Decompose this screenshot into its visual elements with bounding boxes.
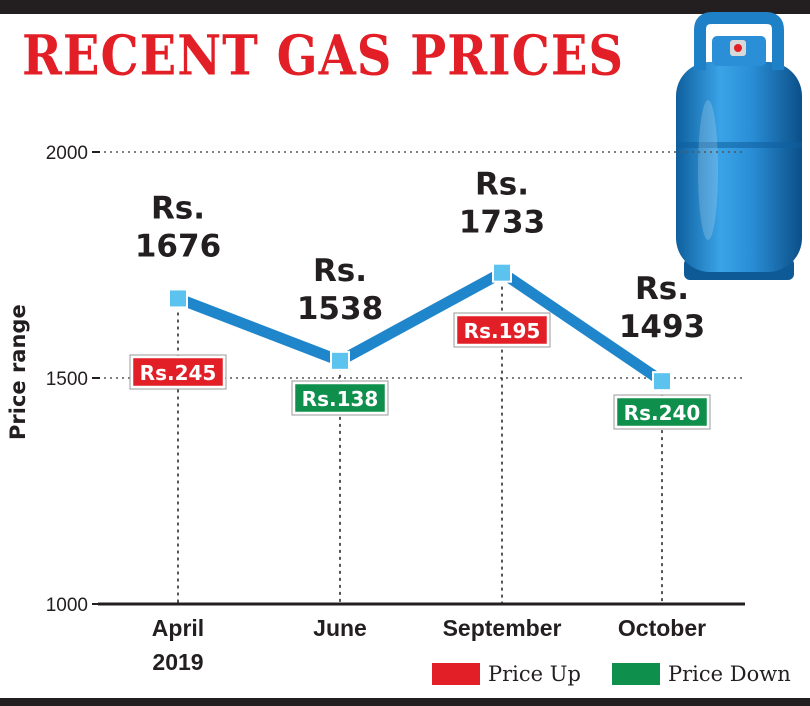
legend-price-down: Price Down	[612, 658, 791, 690]
price-label-2-0: Rs.	[475, 167, 529, 203]
legend-label-down: Price Down	[668, 662, 791, 686]
change-badge-label-1: Rs.138	[302, 387, 379, 411]
x-tick-label-0-0: April	[152, 615, 204, 641]
legend-price-up: Price Up	[432, 658, 581, 690]
legend-swatch-down	[612, 663, 660, 685]
change-badge-2	[454, 313, 550, 347]
change-badge-0	[130, 355, 226, 389]
data-point-1	[330, 350, 350, 371]
price-label-0-1: 1676	[135, 228, 221, 264]
y-tick-labels: 2000 1500 1000	[46, 143, 100, 616]
change-badge-label-2: Rs.195	[464, 319, 541, 343]
price-label-3-1: 1493	[619, 309, 705, 345]
chart-title: RECENT GAS PRICES	[22, 24, 625, 89]
change-badge-3	[614, 395, 710, 429]
y-tick-label-0: 2000	[46, 143, 88, 164]
data-point-3	[652, 371, 672, 392]
top-border	[0, 0, 810, 14]
x-tick-label-3-0: October	[618, 615, 706, 641]
change-badge-label-0: Rs.245	[140, 361, 217, 385]
x-tick-label-2-0: September	[443, 615, 562, 641]
x-tick-labels: April 2019 June September October	[152, 615, 706, 675]
bottom-border	[0, 698, 810, 706]
change-badge-label-3: Rs.240	[624, 401, 701, 425]
series-line	[172, 267, 668, 387]
y-tick-label-1: 1500	[46, 369, 88, 390]
x-tick-label-0-1: 2019	[152, 649, 203, 675]
legend-label-up: Price Up	[488, 662, 581, 686]
change-badge-outline-3	[613, 394, 711, 430]
change-badges: Rs.245 Rs.138 Rs.195 Rs.240	[129, 312, 711, 430]
price-series	[168, 262, 672, 392]
change-badge-outline-1	[291, 380, 389, 416]
x-tick-label-1-0: June	[313, 615, 367, 641]
price-label-1-1: 1538	[297, 291, 383, 327]
price-label-2-1: 1733	[459, 205, 545, 241]
change-badge-outline-2	[453, 312, 551, 348]
legend-swatch-up	[432, 663, 480, 685]
price-label-0-0: Rs.	[151, 190, 205, 226]
y-tick-label-2: 1000	[46, 595, 88, 616]
change-badge-1	[292, 381, 388, 415]
price-label-1-0: Rs.	[313, 253, 367, 289]
price-label-3-0: Rs.	[635, 271, 689, 307]
data-point-2	[492, 262, 512, 283]
change-badge-outline-0	[129, 354, 227, 390]
gas-cylinder-icon	[676, 12, 802, 280]
data-point-0	[168, 288, 188, 309]
